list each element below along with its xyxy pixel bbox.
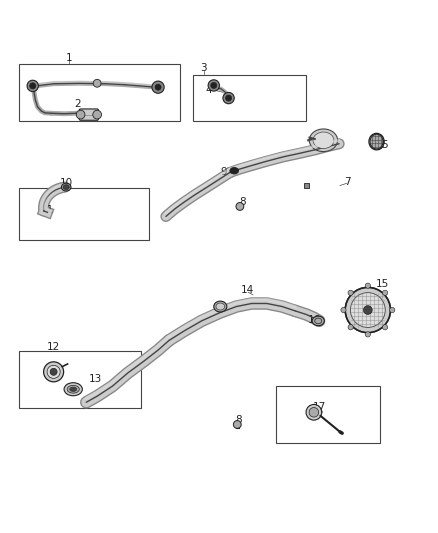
Ellipse shape	[63, 185, 69, 190]
Bar	[276, 386, 380, 443]
Circle shape	[76, 110, 85, 119]
Ellipse shape	[313, 132, 334, 149]
Circle shape	[44, 362, 64, 382]
Circle shape	[208, 80, 219, 91]
Text: 14: 14	[240, 286, 254, 295]
Circle shape	[382, 290, 388, 295]
Ellipse shape	[230, 167, 239, 174]
Text: 9: 9	[220, 167, 226, 176]
Text: 10: 10	[60, 178, 73, 188]
Circle shape	[341, 308, 346, 313]
Ellipse shape	[309, 129, 338, 151]
Circle shape	[233, 421, 241, 429]
Circle shape	[27, 80, 39, 92]
Circle shape	[223, 92, 234, 104]
Circle shape	[365, 332, 371, 337]
Bar	[193, 75, 306, 120]
Circle shape	[309, 408, 319, 417]
Circle shape	[364, 305, 372, 314]
Bar	[19, 188, 149, 240]
Circle shape	[390, 308, 395, 313]
Ellipse shape	[216, 303, 225, 310]
Text: 12: 12	[47, 342, 60, 352]
Ellipse shape	[370, 134, 383, 149]
Circle shape	[348, 290, 353, 295]
Circle shape	[226, 95, 232, 101]
Ellipse shape	[312, 316, 324, 326]
Circle shape	[30, 83, 36, 89]
Text: 11: 11	[40, 205, 54, 215]
Circle shape	[236, 203, 244, 211]
Ellipse shape	[214, 301, 227, 312]
Circle shape	[365, 283, 371, 288]
Text: 3: 3	[201, 63, 207, 74]
Circle shape	[152, 81, 164, 93]
Circle shape	[348, 325, 353, 330]
Bar	[304, 183, 309, 188]
Text: 8: 8	[235, 415, 242, 425]
Circle shape	[93, 79, 101, 87]
Circle shape	[350, 293, 385, 327]
Text: 8: 8	[240, 197, 246, 207]
Circle shape	[211, 83, 217, 88]
Text: 7: 7	[344, 176, 351, 187]
Bar	[19, 64, 180, 120]
Circle shape	[306, 405, 322, 420]
Text: 5: 5	[381, 140, 388, 150]
Circle shape	[47, 365, 60, 378]
Circle shape	[93, 110, 102, 119]
Text: 6: 6	[322, 140, 329, 150]
Text: 2: 2	[74, 99, 81, 109]
Circle shape	[345, 287, 391, 333]
Text: 4: 4	[205, 85, 212, 95]
Circle shape	[155, 84, 161, 90]
Text: 16: 16	[308, 314, 321, 325]
Ellipse shape	[67, 385, 79, 393]
FancyBboxPatch shape	[79, 109, 99, 120]
Ellipse shape	[64, 383, 82, 396]
Text: 17: 17	[312, 402, 326, 411]
Text: 15: 15	[375, 279, 389, 289]
Circle shape	[50, 368, 57, 375]
Ellipse shape	[70, 387, 77, 391]
Bar	[19, 351, 141, 408]
Text: 1: 1	[66, 53, 72, 62]
Text: 13: 13	[88, 374, 102, 384]
Ellipse shape	[61, 183, 71, 191]
Circle shape	[382, 325, 388, 330]
